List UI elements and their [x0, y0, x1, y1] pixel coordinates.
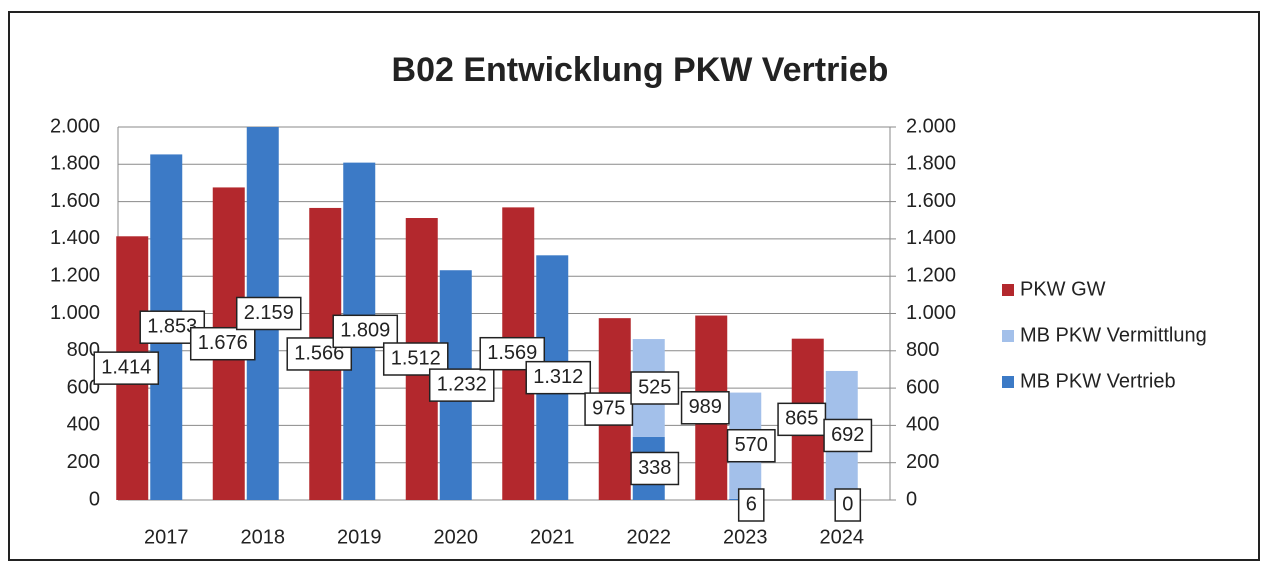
data-label: 692: [823, 418, 873, 453]
data-label-text: 692: [831, 424, 864, 446]
data-label: 1.569: [479, 336, 546, 371]
y-tick-label: 1.000: [50, 302, 100, 324]
data-label: 570: [726, 428, 776, 463]
y-tick-label: 1.200: [50, 264, 100, 286]
data-label: 1.676: [189, 326, 256, 361]
data-label-text: 865: [785, 408, 818, 430]
y-tick-label: 200: [67, 451, 100, 473]
data-label: 1.232: [428, 368, 495, 402]
data-label-box: [834, 488, 862, 522]
y2-tick-label: 0: [906, 488, 917, 510]
data-label-box: [726, 428, 776, 463]
data-label-box: [189, 326, 256, 361]
data-label-box: [332, 314, 399, 349]
data-label: 525: [630, 371, 680, 405]
y-tick-label: 1.400: [50, 227, 100, 249]
data-label-text: 1.232: [437, 373, 487, 395]
y-tick-label: 1.800: [50, 153, 100, 175]
legend-label: MB PKW Vertrieb: [1020, 370, 1176, 392]
x-tick-label: 2022: [627, 526, 672, 548]
data-label-text: 338: [638, 457, 671, 479]
data-label-text: 1.809: [340, 320, 390, 342]
y-tick-label: 600: [67, 376, 100, 398]
y-tick-label: 400: [67, 414, 100, 436]
data-label: 338: [630, 451, 680, 486]
y-tick-label: 800: [67, 339, 100, 361]
data-label-text: 1.566: [294, 342, 344, 364]
x-tick-label: 2023: [723, 526, 768, 548]
data-label-text: 975: [592, 397, 625, 419]
data-label: 6: [737, 488, 765, 522]
y2-tick-label: 600: [906, 376, 939, 398]
y2-tick-label: 1.000: [906, 302, 956, 324]
data-label-box: [823, 418, 873, 453]
legend-swatch: [1002, 284, 1014, 296]
y2-tick-label: 2.000: [906, 115, 956, 137]
data-label-box: [584, 392, 634, 426]
legend-label: MB PKW Vermittlung: [1020, 324, 1207, 346]
data-label: 865: [777, 402, 827, 437]
x-tick-label: 2021: [530, 526, 575, 548]
data-label: 1.512: [382, 342, 449, 376]
data-label-text: 1.512: [391, 347, 441, 369]
data-label-box: [737, 488, 765, 522]
data-label-text: 0: [842, 493, 853, 515]
data-label: 2.159: [235, 296, 302, 331]
x-tick-label: 2024: [820, 526, 865, 548]
y-tick-label: 1.600: [50, 190, 100, 212]
data-label-box: [777, 402, 827, 437]
data-label-box: [680, 391, 730, 425]
data-label-box: [630, 451, 680, 486]
y-tick-label: 2.000: [50, 115, 100, 137]
data-label-text: 1.312: [533, 366, 583, 388]
data-label-box: [235, 296, 302, 331]
legend-swatch: [1002, 376, 1014, 388]
data-label: 0: [834, 488, 862, 522]
data-label-box: [630, 371, 680, 405]
y2-tick-label: 1.200: [906, 264, 956, 286]
y2-tick-label: 1.800: [906, 153, 956, 175]
data-label: 989: [680, 391, 730, 425]
data-label-text: 1.853: [147, 315, 197, 337]
data-label-text: 1.569: [487, 342, 537, 364]
x-tick-label: 2019: [337, 526, 382, 548]
data-label-box: [428, 368, 495, 402]
y-tick-label: 0: [89, 488, 100, 510]
x-tick-label: 2017: [144, 526, 189, 548]
data-label-text: 6: [746, 493, 757, 515]
data-label: 1.312: [525, 360, 592, 395]
y2-tick-label: 1.400: [906, 227, 956, 249]
data-label: 975: [584, 392, 634, 426]
y2-tick-label: 800: [906, 339, 939, 361]
data-label-text: 1.414: [101, 356, 151, 378]
legend-swatch: [1002, 330, 1014, 342]
data-label-text: 989: [689, 396, 722, 418]
y2-tick-label: 400: [906, 414, 939, 436]
data-label: 1.809: [332, 314, 399, 349]
data-label-text: 525: [638, 376, 671, 398]
x-tick-label: 2020: [434, 526, 479, 548]
data-label-text: 570: [735, 434, 768, 456]
chart-title: B02 Entwicklung PKW Vertrieb: [392, 51, 889, 89]
data-label-box: [93, 351, 160, 385]
data-label-text: 2.159: [244, 302, 294, 324]
data-label: 1.414: [93, 351, 160, 385]
legend-label: PKW GW: [1020, 278, 1106, 300]
y2-tick-label: 1.600: [906, 190, 956, 212]
y2-tick-label: 200: [906, 451, 939, 473]
data-label-text: 1.676: [198, 332, 248, 354]
data-label-box: [525, 360, 592, 395]
x-tick-label: 2018: [241, 526, 286, 548]
